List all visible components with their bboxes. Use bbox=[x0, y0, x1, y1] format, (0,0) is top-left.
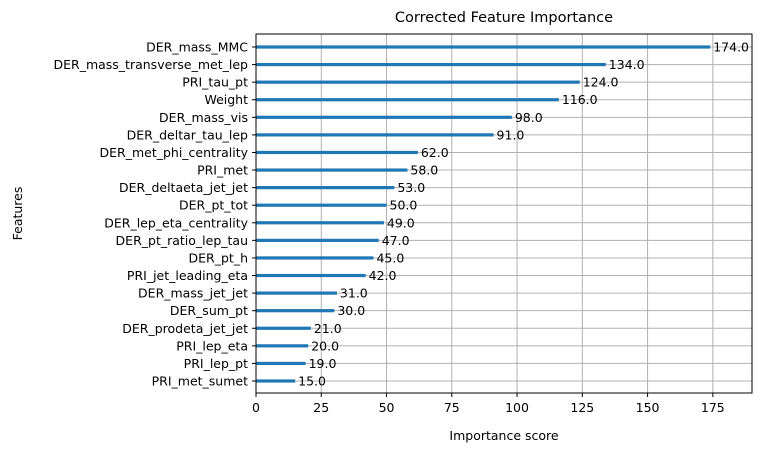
y-tick-label: DER_mass_MMC bbox=[146, 40, 248, 55]
bar bbox=[256, 62, 606, 67]
y-tick-label: DER_mass_jet_jet bbox=[138, 286, 248, 301]
y-axis-ticks: DER_mass_MMC DER_mass_transverse_met_lep P… bbox=[53, 40, 256, 389]
bar bbox=[256, 238, 379, 242]
y-tick-label: DER_pt_tot bbox=[179, 198, 248, 213]
bar bbox=[256, 150, 418, 155]
data-label: 20.0 bbox=[311, 338, 339, 353]
y-tick-label: PRI_jet_leading_eta bbox=[127, 268, 248, 283]
data-label: 30.0 bbox=[337, 303, 365, 318]
data-label: 91.0 bbox=[497, 127, 525, 142]
bar bbox=[256, 186, 395, 190]
x-tick-label: 125 bbox=[570, 400, 594, 415]
y-tick-label: Weight bbox=[204, 92, 248, 107]
bar bbox=[256, 326, 311, 330]
y-tick-label: DER_deltar_tau_lep bbox=[127, 127, 248, 142]
data-label: 31.0 bbox=[340, 286, 368, 301]
bars bbox=[256, 45, 711, 383]
x-tick-label: 150 bbox=[636, 400, 660, 415]
bar bbox=[256, 379, 296, 383]
bar bbox=[256, 361, 306, 366]
bar bbox=[256, 133, 494, 137]
x-axis-label: Importance score bbox=[449, 428, 559, 443]
y-tick-label: DER_mass_transverse_met_lep bbox=[53, 57, 248, 72]
x-tick-label: 25 bbox=[313, 400, 329, 415]
bar bbox=[256, 45, 711, 49]
bar bbox=[256, 98, 559, 102]
bar bbox=[256, 115, 512, 119]
data-label: 98.0 bbox=[515, 110, 543, 125]
y-tick-label: PRI_met bbox=[197, 163, 248, 178]
bar bbox=[256, 291, 337, 295]
y-tick-label: DER_pt_ratio_lep_tau bbox=[116, 233, 248, 248]
data-label: 58.0 bbox=[410, 163, 438, 178]
data-label: 47.0 bbox=[382, 233, 410, 248]
bar bbox=[256, 221, 384, 225]
bar bbox=[256, 80, 580, 84]
data-label: 45.0 bbox=[376, 250, 404, 265]
y-tick-label: DER_deltaeta_jet_jet bbox=[119, 180, 248, 195]
bar bbox=[256, 203, 387, 207]
x-tick-label: 0 bbox=[252, 400, 260, 415]
x-tick-label: 100 bbox=[505, 400, 529, 415]
y-tick-label: DER_met_phi_centrality bbox=[100, 145, 249, 160]
y-tick-label: DER_mass_vis bbox=[159, 110, 248, 125]
data-label: 116.0 bbox=[562, 92, 598, 107]
bar bbox=[256, 273, 366, 278]
bar bbox=[256, 256, 374, 260]
y-tick-label: DER_sum_pt bbox=[170, 303, 248, 318]
data-label: 62.0 bbox=[421, 145, 449, 160]
data-label: 21.0 bbox=[314, 321, 342, 336]
y-tick-label: PRI_tau_pt bbox=[182, 75, 248, 90]
y-axis-label: Features bbox=[10, 187, 25, 241]
y-tick-label: DER_prodeta_jet_jet bbox=[122, 321, 248, 336]
plot-frame bbox=[255, 33, 753, 394]
x-tick-label: 175 bbox=[701, 400, 725, 415]
bar bbox=[256, 344, 309, 348]
data-label: 49.0 bbox=[387, 215, 415, 230]
data-label: 134.0 bbox=[609, 57, 645, 72]
data-label: 42.0 bbox=[369, 268, 397, 283]
bar bbox=[256, 168, 408, 172]
y-tick-label: PRI_lep_eta bbox=[176, 338, 248, 353]
y-tick-label: PRI_met_sumet bbox=[152, 374, 248, 389]
value-labels: 174.0 134.0 124.0 116.0 98.0 91.0 62.0 58.0 53.0… bbox=[298, 40, 749, 389]
bar bbox=[256, 309, 335, 313]
data-label: 124.0 bbox=[583, 75, 619, 90]
x-tick-label: 75 bbox=[444, 400, 460, 415]
data-label: 19.0 bbox=[309, 356, 337, 371]
x-tick-label: 50 bbox=[379, 400, 395, 415]
data-label: 53.0 bbox=[397, 180, 425, 195]
y-tick-label: DER_pt_h bbox=[189, 250, 248, 265]
chart-title: Corrected Feature Importance bbox=[395, 10, 613, 26]
data-label: 50.0 bbox=[390, 198, 418, 213]
y-tick-label: PRI_lep_pt bbox=[184, 356, 248, 371]
data-label: 174.0 bbox=[713, 40, 749, 55]
data-label: 15.0 bbox=[298, 374, 326, 389]
y-tick-label: DER_lep_eta_centrality bbox=[104, 215, 248, 230]
x-axis-ticks: 0 25 50 75 100 125 150 175 bbox=[252, 393, 725, 415]
